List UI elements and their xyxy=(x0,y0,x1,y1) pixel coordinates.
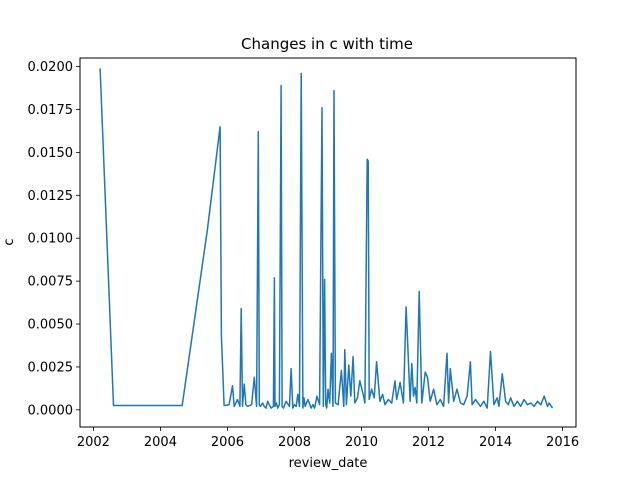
x-tick-label: 2012 xyxy=(412,435,445,450)
series-layer xyxy=(99,68,554,409)
x-tick-label: 2008 xyxy=(278,435,311,450)
y-tick-label: 0.0050 xyxy=(28,318,74,333)
y-tick-label: 0.0125 xyxy=(28,189,74,204)
x-axis-title: review_date xyxy=(289,456,368,471)
series-line xyxy=(99,68,554,409)
y-tick-label: 0.0075 xyxy=(28,275,74,290)
x-tick-label: 2010 xyxy=(345,435,378,450)
y-tick-label: 0.0150 xyxy=(28,146,74,161)
x-tick-label: 2006 xyxy=(211,435,244,450)
y-axis: 0.0000 0.0025 0.0050 0.0075 0.0100 0.0125 0.01… xyxy=(28,60,80,418)
x-axis: 2002 2004 2006 2008 2010 2012 2014 2016 xyxy=(77,427,579,450)
x-tick-label: 2016 xyxy=(546,435,579,450)
plot-frame xyxy=(79,57,577,428)
x-tick-label: 2002 xyxy=(77,435,110,450)
y-tick-label: 0.0200 xyxy=(28,60,74,75)
y-tick-label: 0.0100 xyxy=(28,232,74,247)
x-tick-label: 2004 xyxy=(144,435,177,450)
chart-title: Changes in c with time xyxy=(241,35,413,53)
y-axis-title: c xyxy=(2,238,17,245)
y-tick-label: 0.0175 xyxy=(28,103,74,118)
y-tick-label: 0.0025 xyxy=(28,360,74,375)
x-tick-label: 2014 xyxy=(479,435,512,450)
y-tick-label: 0.0000 xyxy=(28,403,74,418)
